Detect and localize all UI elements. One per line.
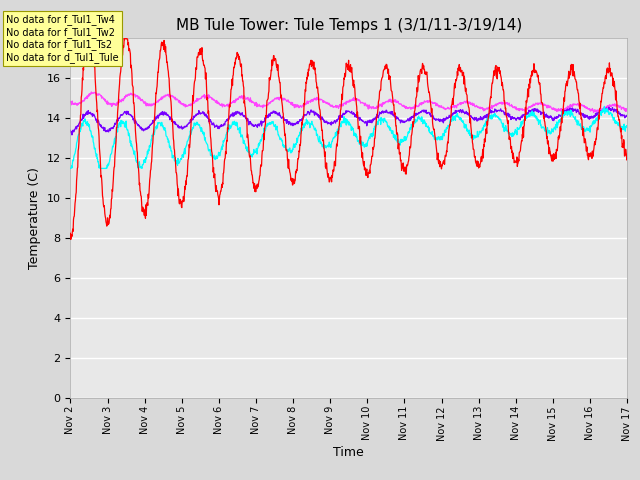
Y-axis label: Temperature (C): Temperature (C) xyxy=(28,168,41,269)
Text: No data for f_Tul1_Tw4
No data for f_Tul1_Tw2
No data for f_Tul1_Ts2
No data for: No data for f_Tul1_Tw4 No data for f_Tul… xyxy=(6,14,119,63)
Title: MB Tule Tower: Tule Temps 1 (3/1/11-3/19/14): MB Tule Tower: Tule Temps 1 (3/1/11-3/19… xyxy=(175,18,522,33)
X-axis label: Time: Time xyxy=(333,446,364,459)
